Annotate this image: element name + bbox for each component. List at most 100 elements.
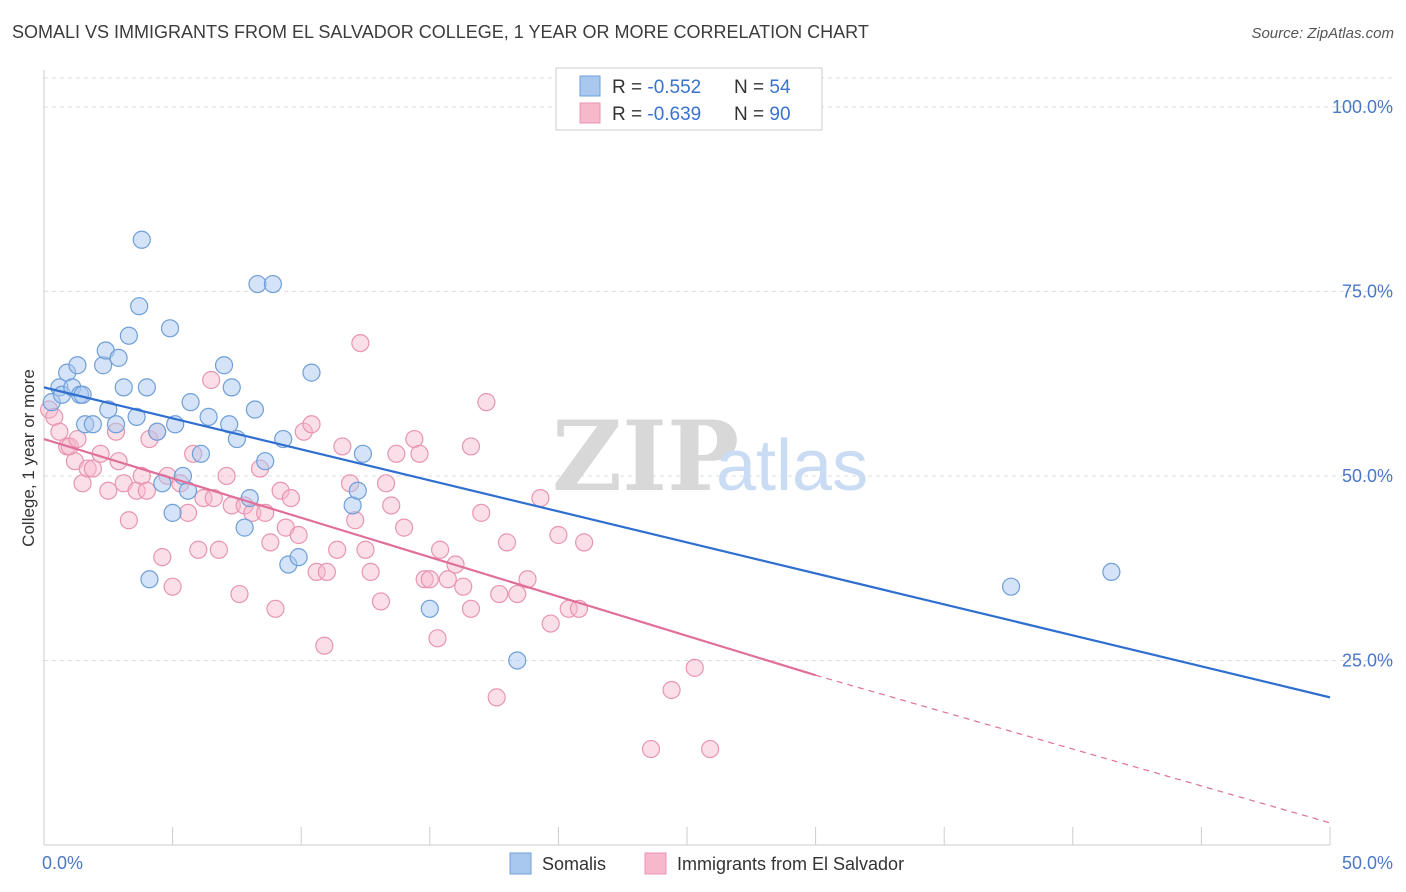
- series-somali-points: [42, 230, 1121, 670]
- somali-point-45: [302, 363, 321, 382]
- salvador-point-47: [307, 562, 326, 582]
- somali-point-30: [191, 444, 210, 463]
- bottom-legend-swatch-salvador: [644, 852, 667, 875]
- salvador-point-61: [394, 518, 414, 537]
- salvador-point-88: [430, 540, 450, 559]
- salvador-point-87: [490, 584, 509, 604]
- somali-point-32: [214, 356, 234, 375]
- salvador-point-39: [261, 533, 280, 552]
- salvador-point-58: [376, 474, 396, 493]
- somali-point-47: [348, 481, 367, 500]
- somali-point-36: [235, 518, 254, 537]
- salvador-point-34: [230, 584, 249, 604]
- salvador-point-8: [78, 459, 97, 478]
- bottom-legend-somali: Somalis: [542, 854, 606, 874]
- salvador-point-27: [189, 540, 208, 559]
- somali-point-21: [140, 570, 159, 589]
- somali-point-50: [508, 651, 527, 670]
- gridlines: [44, 77, 1392, 661]
- somali-point-25: [163, 503, 182, 522]
- salvador-point-78: [541, 614, 560, 633]
- salvador-point-77: [531, 488, 550, 508]
- salvador-point-48: [315, 636, 334, 655]
- y-tick-label-3: 100.0%: [1332, 97, 1393, 117]
- bottom-legend-salvador: Immigrants from El Salvador: [677, 854, 904, 874]
- x-tick-label-0: 0.0%: [42, 853, 83, 873]
- legend-row-somali-n: N = 54: [734, 77, 791, 98]
- salvador-point-23: [163, 577, 182, 596]
- legend-swatch-somali: [579, 75, 601, 97]
- legend-box: R = -0.552 N = 54 R = -0.639 N = 90: [555, 67, 823, 131]
- y-tick-labels: 25.0% 50.0% 75.0% 100.0%: [1332, 97, 1393, 671]
- salvador-point-79: [549, 525, 568, 545]
- somali-point-48: [353, 444, 373, 463]
- salvador-point-49: [317, 562, 337, 582]
- salvador-point-50: [328, 540, 347, 559]
- salvador-point-64: [415, 570, 434, 589]
- salvador-point-54: [351, 333, 370, 353]
- y-axis-label: College, 1 year or more: [19, 369, 38, 547]
- salvador-point-55: [356, 540, 375, 559]
- y-tick-label-1: 50.0%: [1342, 466, 1393, 486]
- salvador-point-40: [266, 599, 285, 618]
- somali-point-19: [132, 230, 151, 249]
- salvador-point-57: [371, 592, 391, 611]
- x-axis-ticks: [43, 827, 1331, 845]
- salvador-point-21: [153, 548, 172, 567]
- x-tick-labels: 0.0% 50.0%: [42, 853, 1393, 873]
- salvador-point-71: [472, 503, 491, 522]
- somali-point-34: [222, 378, 241, 397]
- salvador-point-72: [477, 393, 496, 412]
- somali-point-20: [137, 378, 156, 397]
- salvador-point-74: [497, 533, 517, 552]
- x-tick-label-1: 50.0%: [1342, 853, 1393, 873]
- salvador-point-45: [294, 422, 313, 441]
- somali-point-29: [181, 393, 200, 412]
- salvador-point-28: [194, 488, 213, 508]
- salvador-point-75: [508, 584, 527, 604]
- somali-point-10: [94, 356, 113, 375]
- salvador-point-59: [382, 496, 401, 515]
- watermark-zip: ZIP: [552, 400, 739, 513]
- salvador-trend-line: [43, 437, 816, 677]
- chart-title: SOMALI VS IMMIGRANTS FROM EL SALVADOR CO…: [12, 22, 869, 42]
- chart-source: Source: ZipAtlas.com: [1251, 25, 1394, 42]
- legend-row-somali: R = -0.552: [612, 77, 701, 98]
- trend-lines: [43, 386, 1331, 824]
- salvador-point-32: [217, 466, 236, 486]
- salvador-point-82: [575, 533, 594, 552]
- somali-point-24: [160, 319, 180, 338]
- salvador-point-11: [99, 481, 118, 500]
- y-tick-label-0: 25.0%: [1342, 650, 1393, 670]
- somali-point-16: [119, 326, 138, 345]
- salvador-point-66: [428, 629, 447, 648]
- somali-point-14: [109, 348, 128, 367]
- salvador-point-41: [271, 481, 290, 500]
- somali-point-41: [263, 274, 283, 294]
- somali-point-17: [127, 407, 146, 427]
- salvador-point-53: [346, 511, 365, 530]
- salvador-point-15: [119, 511, 138, 530]
- somali-point-38: [245, 400, 265, 419]
- bottom-legend-swatch-somali: [509, 852, 532, 875]
- watermark-atlas: atlas: [716, 426, 868, 506]
- series-salvador-points: [40, 333, 720, 759]
- legend-row-salvador: R = -0.639: [612, 104, 701, 125]
- bottom-legend: Somalis Immigrants from El Salvador: [509, 852, 904, 875]
- y-tick-label-2: 75.0%: [1342, 281, 1393, 301]
- salvador-point-67: [438, 570, 457, 589]
- salvador-point-63: [410, 444, 429, 463]
- salvador-point-83: [641, 739, 661, 759]
- salvador-point-65: [420, 570, 439, 589]
- somali-point-15: [114, 378, 133, 397]
- salvador-point-56: [361, 562, 380, 582]
- salvador-point-86: [701, 739, 720, 759]
- salvador-point-84: [662, 680, 681, 700]
- salvador-point-70: [461, 599, 481, 618]
- salvador-point-69: [454, 577, 473, 596]
- legend-swatch-salvador: [579, 102, 601, 124]
- salvador-point-6: [68, 429, 87, 449]
- salvador-point-44: [289, 525, 308, 545]
- salvador-point-30: [204, 488, 223, 508]
